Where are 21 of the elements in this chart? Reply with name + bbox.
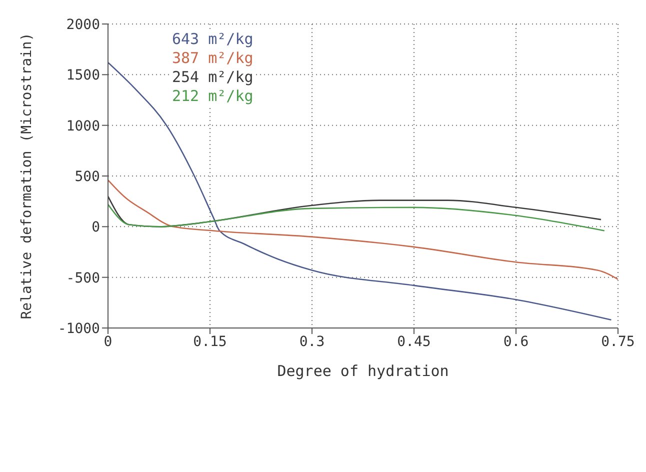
y-tick-label: -500	[66, 270, 100, 286]
y-tick-label: 1500	[66, 68, 100, 84]
y-tick-label: 500	[74, 168, 100, 185]
x-tick-label: 0	[104, 334, 112, 350]
text: 254 m²/kg	[172, 68, 254, 87]
line-series	[108, 204, 606, 232]
x-tick-label: 0.15	[193, 334, 227, 350]
x-axis-title: Degree of hydration	[277, 362, 449, 380]
y-tick-label: 1000	[66, 118, 100, 134]
text: 643 m²/kg	[172, 30, 254, 49]
y-tick-label: 2000	[66, 16, 100, 33]
line-series	[108, 179, 618, 280]
y-tick-label: -1000	[58, 320, 100, 337]
x-tick-label: 0.3	[299, 334, 325, 350]
y-axis-title: Relative deformation (Microstrain)	[18, 32, 35, 320]
x-tick-label: 0.75	[601, 334, 635, 350]
x-tick-label: 0.6	[503, 334, 529, 350]
x-tick-label: 0.45	[397, 334, 431, 350]
text: 387 m²/kg	[172, 49, 254, 68]
text: 212 m²/kg	[172, 87, 254, 106]
y-tick-label: 0	[92, 220, 100, 236]
